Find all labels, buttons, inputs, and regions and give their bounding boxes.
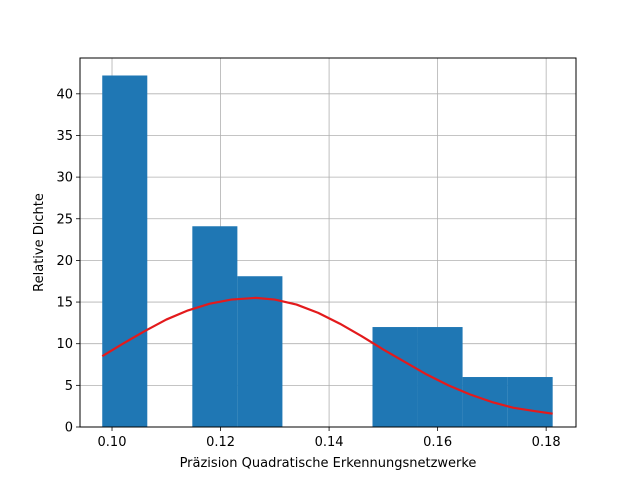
density-curve xyxy=(101,296,553,415)
x-tick-label: 0.12 xyxy=(206,435,235,450)
histogram-bar xyxy=(237,276,283,427)
histogram-bar xyxy=(462,377,508,427)
y-tick-label: 0 xyxy=(65,421,73,436)
y-tick-label: 5 xyxy=(65,379,73,394)
y-tick-label: 20 xyxy=(56,254,73,269)
y-tick-label: 35 xyxy=(56,129,73,144)
x-tick-label: 0.18 xyxy=(532,435,561,450)
histogram-bar xyxy=(417,327,463,427)
y-tick-label: 30 xyxy=(56,171,73,186)
y-axis-label: Relative Dichte xyxy=(32,193,47,292)
bars xyxy=(102,75,553,427)
histogram-bar xyxy=(507,377,553,427)
grid xyxy=(80,58,576,428)
x-axis-label: Präzision Quadratische Erkennungsnetzwer… xyxy=(180,456,477,471)
plot-area-frame xyxy=(79,57,577,428)
y-tick-label: 15 xyxy=(56,296,73,311)
histogram-bar xyxy=(372,327,418,427)
x-tick-label: 0.16 xyxy=(423,435,452,450)
x-tick-label: 0.14 xyxy=(315,435,344,450)
x-tick-label: 0.10 xyxy=(98,435,127,450)
x-axis-ticks: 0.10 0.12 0.14 0.16 0.18 xyxy=(98,427,561,450)
y-tick-label: 40 xyxy=(56,87,73,102)
y-tick-label: 25 xyxy=(56,212,73,227)
y-axis-ticks: 0 5 10 15 20 25 30 35 40 xyxy=(56,87,80,436)
density-curve-line xyxy=(101,296,553,415)
histogram-bar xyxy=(192,226,238,427)
histogram-bar xyxy=(102,75,148,427)
y-tick-label: 10 xyxy=(56,337,73,352)
